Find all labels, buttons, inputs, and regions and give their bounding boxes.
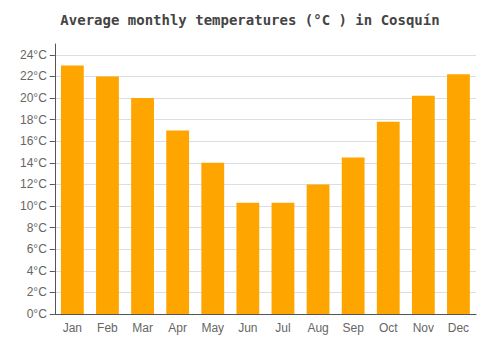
svg-text:Jul: Jul bbox=[275, 321, 290, 335]
svg-text:14°C: 14°C bbox=[20, 156, 47, 170]
svg-text:Oct: Oct bbox=[379, 321, 398, 335]
svg-text:Mar: Mar bbox=[132, 321, 153, 335]
svg-text:Aug: Aug bbox=[307, 321, 328, 335]
svg-text:16°C: 16°C bbox=[20, 134, 47, 148]
svg-text:20°C: 20°C bbox=[20, 91, 47, 105]
svg-text:24°C: 24°C bbox=[20, 48, 47, 62]
svg-text:Jan: Jan bbox=[63, 321, 82, 335]
svg-text:22°C: 22°C bbox=[20, 69, 47, 83]
svg-text:Sep: Sep bbox=[342, 321, 364, 335]
svg-text:Feb: Feb bbox=[97, 321, 118, 335]
svg-text:Jun: Jun bbox=[238, 321, 257, 335]
svg-text:4°C: 4°C bbox=[27, 264, 47, 278]
svg-text:Dec: Dec bbox=[448, 321, 469, 335]
svg-text:8°C: 8°C bbox=[27, 221, 47, 235]
svg-text:10°C: 10°C bbox=[20, 199, 47, 213]
svg-text:2°C: 2°C bbox=[27, 285, 47, 299]
svg-text:May: May bbox=[201, 321, 224, 335]
svg-text:6°C: 6°C bbox=[27, 242, 47, 256]
svg-text:Average monthly temperatures (: Average monthly temperatures (°C ) in Co… bbox=[60, 12, 439, 28]
svg-text:0°C: 0°C bbox=[27, 307, 47, 321]
svg-text:12°C: 12°C bbox=[20, 177, 47, 191]
svg-text:Apr: Apr bbox=[168, 321, 187, 335]
svg-text:Nov: Nov bbox=[413, 321, 434, 335]
svg-text:18°C: 18°C bbox=[20, 113, 47, 127]
